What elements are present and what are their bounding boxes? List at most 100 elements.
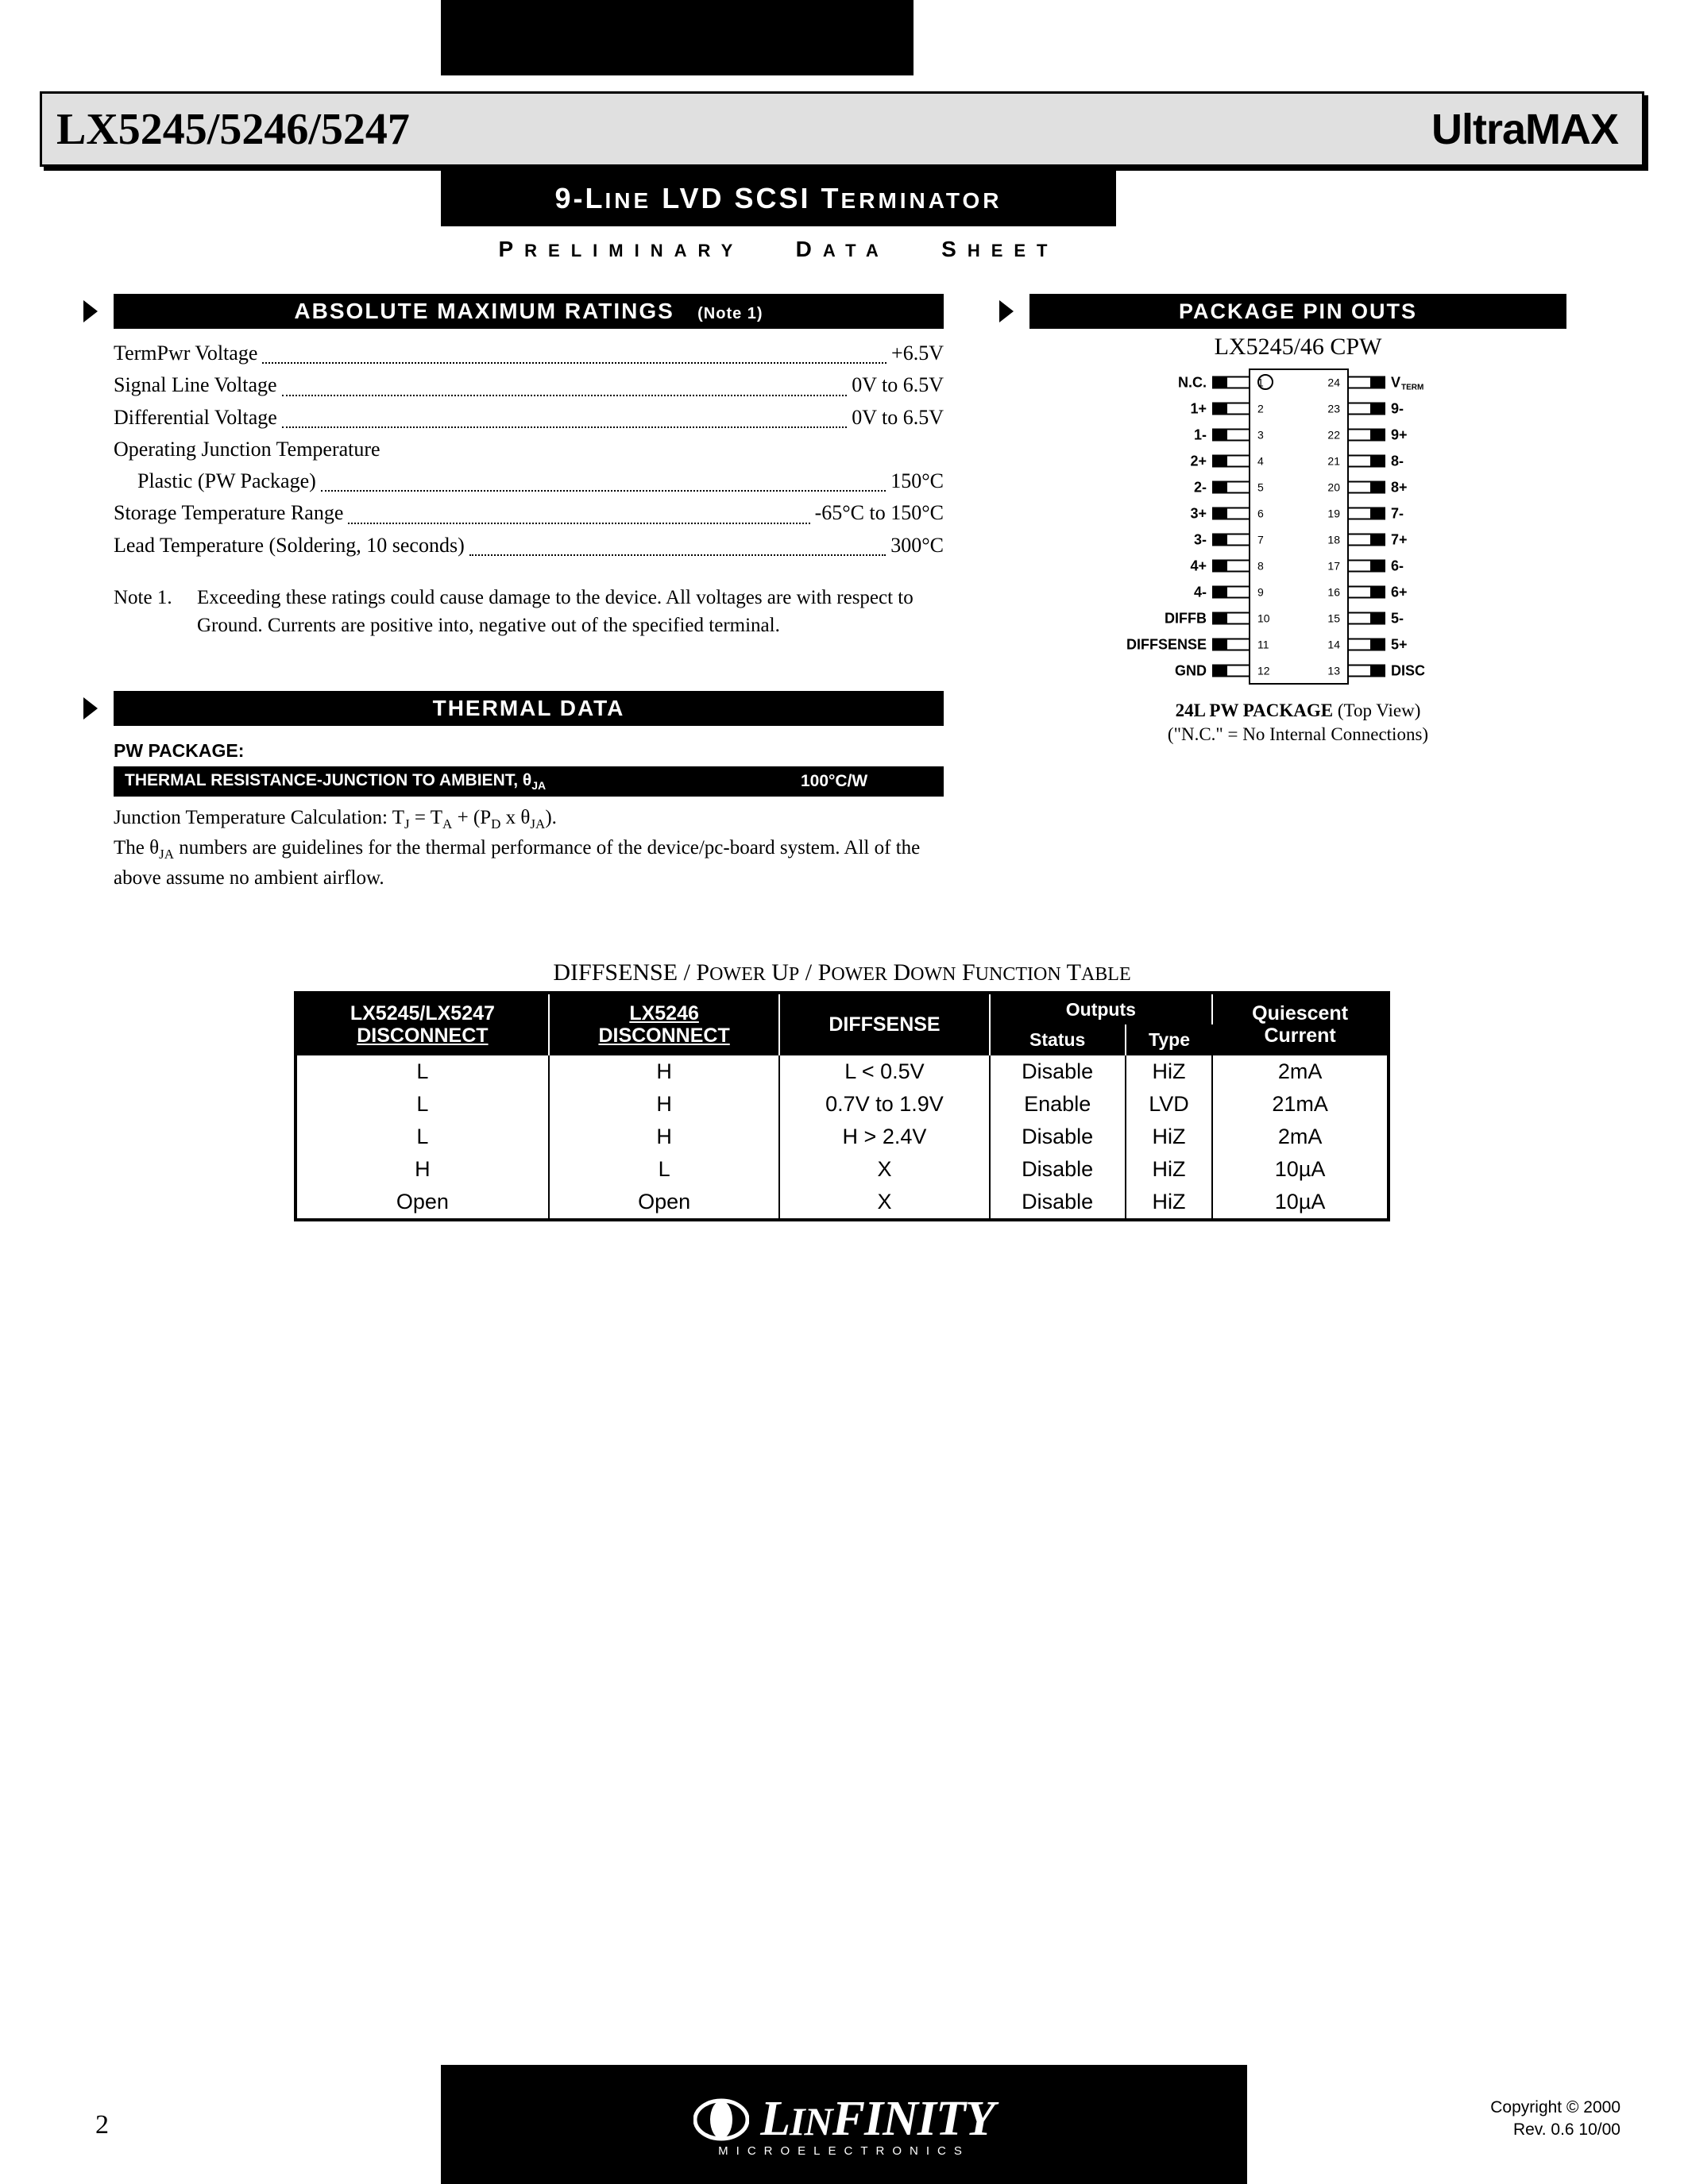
arrow-icon: [83, 300, 98, 322]
svg-text:11: 11: [1257, 639, 1269, 651]
footer-bar: LINFINITY MICROELECTRONICS: [441, 2065, 1247, 2184]
ft2: OWER: [709, 964, 766, 985]
pinout-title: PACKAGE PIN OUTS: [1179, 299, 1417, 323]
tn12: numbers are guidelines for the thermal p…: [114, 837, 920, 889]
footer-brand: LINFINITY: [760, 2091, 995, 2147]
th-c5b: Current: [1264, 1024, 1335, 1047]
svg-text:9: 9: [1257, 586, 1264, 599]
th-c1b: DISCONNECT: [357, 1024, 488, 1047]
svg-text:7+: 7+: [1391, 532, 1408, 548]
arrow-icon: [83, 697, 98, 720]
svg-text:N.C.: N.C.: [1178, 375, 1207, 391]
table-cell: L: [295, 1121, 549, 1153]
svg-text:6: 6: [1257, 507, 1264, 520]
table-cell: HiZ: [1126, 1055, 1212, 1088]
svg-text:18: 18: [1327, 534, 1340, 546]
table-cell: X: [779, 1153, 989, 1186]
abs-max-row: Signal Line Voltage0V to 6.5V: [114, 369, 944, 401]
abs-max-value: -65°C to 150°C: [815, 497, 944, 529]
ft10: UNCTION: [975, 964, 1061, 985]
tn7: x θ: [500, 807, 530, 828]
abs-max-value: 0V to 6.5V: [852, 369, 944, 401]
thermal-note: Junction Temperature Calculation: TJ = T…: [114, 804, 944, 892]
svg-text:24: 24: [1327, 376, 1340, 389]
svg-text:10: 10: [1257, 612, 1270, 625]
dot-leader: [282, 369, 848, 396]
svg-text:7: 7: [1257, 534, 1264, 546]
dot-leader: [348, 497, 809, 523]
tn5: + (P: [452, 807, 491, 828]
tn6: D: [491, 816, 500, 832]
table-cell: 10µA: [1212, 1186, 1389, 1220]
thermal-title: THERMAL DATA: [433, 696, 625, 720]
top-black-tab: [441, 0, 914, 75]
table-cell: 10µA: [1212, 1153, 1389, 1186]
svg-text:13: 13: [1327, 665, 1340, 677]
abs-max-note-ref: (Note 1): [697, 305, 763, 322]
th-outputs: Outputs: [990, 993, 1213, 1024]
copyright-line2: Rev. 0.6 10/00: [1513, 2120, 1620, 2139]
svg-text:1+: 1+: [1190, 401, 1207, 417]
table-cell: H: [549, 1121, 780, 1153]
svg-text:4-: 4-: [1194, 585, 1207, 600]
table-cell: Enable: [990, 1088, 1126, 1121]
ft12: ABLE: [1081, 964, 1131, 985]
svg-text:DIFFSENSE: DIFFSENSE: [1126, 637, 1207, 653]
thermal-resistance-row: THERMAL RESISTANCE-JUNCTION TO AMBIENT, …: [114, 766, 944, 797]
dot-leader: [282, 402, 847, 428]
svg-text:8-: 8-: [1391, 453, 1404, 469]
table-row: OpenOpenXDisableHiZ10µA: [295, 1186, 1389, 1220]
svg-text:5: 5: [1257, 481, 1264, 494]
tn2: J: [404, 816, 410, 832]
th-c5a: Quiescent: [1252, 1002, 1348, 1024]
ft5: / P: [799, 959, 831, 986]
ft8: OWN: [910, 964, 956, 985]
table-cell: L: [549, 1153, 780, 1186]
abs-max-title: ABSOLUTE MAXIMUM RATINGS: [294, 299, 674, 323]
th-status: Status: [990, 1024, 1126, 1055]
svg-text:V: V: [1391, 375, 1400, 391]
table-cell: Open: [295, 1186, 549, 1220]
table-row: LH0.7V to 1.9VEnableLVD21mA: [295, 1088, 1389, 1121]
table-cell: HiZ: [1126, 1186, 1212, 1220]
svg-text:20: 20: [1327, 481, 1340, 494]
abs-max-row: TermPwr Voltage+6.5V: [114, 338, 944, 369]
ft6: OWER: [831, 964, 887, 985]
svg-text:3+: 3+: [1190, 506, 1207, 522]
svg-text:2+: 2+: [1190, 453, 1207, 469]
th-type: Type: [1126, 1024, 1212, 1055]
pinout-caption-bold: 24L PW PACKAGE: [1176, 700, 1334, 720]
subtitle-main: LVD SCSI T: [662, 182, 840, 214]
abs-max-heading: ABSOLUTE MAXIMUM RATINGS (Note 1): [114, 294, 944, 329]
abs-max-row: Plastic (PW Package)150°C: [114, 465, 944, 497]
abs-max-list: TermPwr Voltage+6.5VSignal Line Voltage0…: [114, 338, 944, 561]
svg-text:21: 21: [1327, 455, 1340, 468]
tn1: Junction Temperature Calculation: T: [114, 807, 404, 828]
pw-package-label: PW PACKAGE:: [114, 740, 244, 762]
tn8: JA: [530, 816, 545, 832]
prelim-s: S: [941, 237, 968, 261]
table-cell: 21mA: [1212, 1088, 1389, 1121]
svg-text:8: 8: [1257, 560, 1264, 573]
table-cell: H: [295, 1153, 549, 1186]
table-row: LHL < 0.5VDisableHiZ2mA: [295, 1055, 1389, 1088]
th-c1a: LX5245/LX5247: [350, 1002, 495, 1024]
svg-text:16: 16: [1327, 586, 1340, 599]
svg-text:17: 17: [1327, 560, 1340, 573]
svg-text:3-: 3-: [1194, 532, 1207, 548]
footer-logo: LINFINITY: [693, 2091, 995, 2147]
svg-text:1-: 1-: [1194, 427, 1207, 443]
table-cell: H: [549, 1055, 780, 1088]
svg-text:4: 4: [1257, 455, 1264, 468]
abs-max-label: Plastic (PW Package): [137, 465, 316, 497]
th-diffsense: DIFFSENSE: [779, 993, 989, 1055]
prelim-reliminary: RELIMINARY: [524, 241, 744, 260]
table-row: HLXDisableHiZ10µA: [295, 1153, 1389, 1186]
svg-text:9-: 9-: [1391, 401, 1404, 417]
abs-max-label: Differential Voltage: [114, 402, 277, 434]
svg-text:DIFFB: DIFFB: [1165, 611, 1207, 627]
table-cell: Disable: [990, 1153, 1126, 1186]
pinout-caption-line2: ("N.C." = No Internal Connections): [1168, 724, 1428, 744]
svg-text:22: 22: [1327, 429, 1340, 442]
table-cell: HiZ: [1126, 1153, 1212, 1186]
